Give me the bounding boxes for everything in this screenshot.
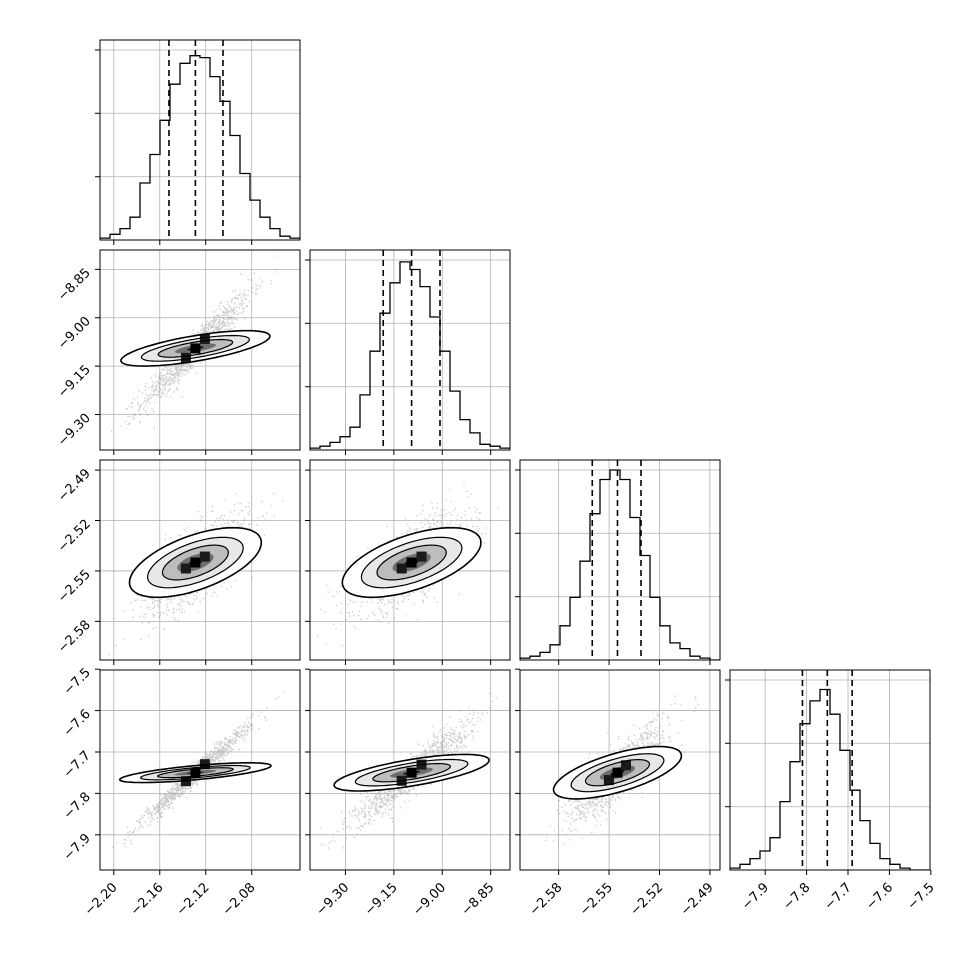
x-tick-label: −2.08 — [220, 880, 259, 919]
y-tick-label: −8.85 — [55, 266, 94, 305]
scatter-panel-1-0: −9.30 −9.15 −9.00 −8.85 — [55, 249, 301, 455]
histogram-step-0 — [100, 55, 300, 240]
hist-panel-0 — [95, 39, 301, 245]
contour-line-2 — [157, 338, 234, 358]
x-tick-label: −7.8 — [780, 880, 813, 913]
x-tick-label: −9.00 — [410, 880, 449, 919]
y-tick-label: −9.30 — [55, 411, 94, 450]
y-tick-label: −7.9 — [61, 831, 94, 864]
contour-line-0 — [118, 762, 272, 784]
y-tick-label: −7.5 — [61, 665, 94, 698]
y-tick-label: −2.58 — [55, 618, 94, 657]
scatter-panel-3-2: −2.58 −2.55 −2.52 −2.49 — [515, 668, 721, 919]
hist2d-cell — [406, 557, 417, 568]
hist2d-cell — [396, 563, 407, 574]
hist2d-cell — [180, 563, 191, 574]
panel-frame — [729, 669, 931, 871]
y-tick-label: −9.00 — [55, 314, 94, 353]
y-tick-label: −7.6 — [61, 707, 94, 740]
hist2d-cell — [621, 760, 632, 771]
hist2d-cell — [612, 767, 623, 778]
x-tick-label: −2.12 — [174, 880, 213, 919]
contour-line-2 — [156, 767, 234, 779]
panel-frame — [309, 459, 511, 661]
panel-frame — [99, 249, 301, 451]
hist-panel-2 — [515, 459, 721, 665]
panel-frame — [99, 669, 301, 871]
contour-line-2 — [161, 544, 230, 581]
density-3-2 — [544, 695, 700, 845]
scatter-panel-2-0: −2.58 −2.55 −2.52 −2.49 — [55, 459, 301, 665]
hist2d-cell — [603, 775, 614, 786]
x-tick-label: −7.9 — [739, 880, 772, 913]
y-tick-label: −7.8 — [61, 790, 94, 823]
x-tick-label: −7.6 — [863, 880, 896, 913]
contour-line-2 — [372, 763, 452, 783]
density-2-1 — [316, 482, 499, 647]
density-3-1 — [320, 692, 498, 849]
density-3-0 — [112, 691, 285, 848]
hist-panel-3: −7.9 −7.8 −7.7 −7.6 −7.5 — [725, 669, 938, 913]
y-tick-label: −2.52 — [55, 517, 94, 556]
y-tick-label: −7.7 — [61, 748, 94, 781]
panel-frame — [519, 669, 721, 871]
histogram-step-1 — [310, 261, 510, 450]
x-tick-label: −2.55 — [577, 880, 616, 919]
hist2d-cell — [199, 551, 210, 562]
x-tick-label: −9.15 — [362, 880, 401, 919]
contour-line-0 — [120, 329, 271, 367]
x-tick-label: −2.20 — [82, 880, 121, 919]
hist2d-cell — [190, 767, 201, 778]
panel-frame — [99, 459, 301, 661]
hist-panel-1 — [305, 249, 511, 455]
hist2d-cell — [190, 557, 201, 568]
contour-line-1 — [570, 753, 665, 793]
contour-line-1 — [360, 536, 463, 589]
contour-line-0 — [333, 753, 490, 792]
contour-line-1 — [146, 536, 244, 589]
contour-line-0 — [552, 745, 683, 800]
density-1-0 — [111, 255, 278, 432]
hist2d-cell — [190, 343, 201, 354]
x-tick-label: −9.30 — [314, 880, 353, 919]
y-tick-label: −2.49 — [55, 466, 94, 505]
contour-line-0 — [341, 526, 482, 599]
y-tick-label: −2.55 — [55, 567, 94, 606]
hist2d-cell — [416, 551, 427, 562]
histogram-step-3 — [730, 688, 930, 870]
contour-line-1 — [139, 764, 251, 781]
scatter-points — [544, 695, 700, 845]
hist2d-cell — [180, 352, 191, 363]
x-tick-label: −7.7 — [822, 880, 855, 913]
x-tick-label: −2.52 — [628, 880, 667, 919]
panel-frame — [519, 459, 721, 661]
histogram-step-2 — [520, 469, 720, 660]
contour-line-0 — [128, 526, 263, 599]
x-tick-label: −8.85 — [459, 880, 498, 919]
panel-frame — [99, 39, 301, 241]
panel-frame — [309, 669, 511, 871]
hist2d-cell — [406, 767, 417, 778]
x-tick-label: −2.49 — [678, 880, 717, 919]
contour-line-1 — [140, 334, 251, 362]
x-tick-label: −2.58 — [527, 880, 566, 919]
contour-line-2 — [584, 758, 651, 787]
scatter-points — [108, 493, 284, 656]
scatter-panel-2-1 — [305, 459, 511, 665]
scatter-panel-3-1: −9.30 −9.15 −9.00 −8.85 — [305, 668, 511, 919]
x-tick-label: −7.5 — [905, 880, 938, 913]
hist2d-cell — [199, 333, 210, 344]
density-2-0 — [108, 493, 284, 656]
y-tick-label: −9.15 — [55, 362, 94, 401]
x-tick-label: −2.16 — [128, 880, 167, 919]
panel-frame — [309, 249, 511, 451]
scatter-panel-3-0: −7.9 −7.8 −7.7 −7.6 −7.5 −2.20 −2.16 −2.12 −2.08 — [61, 665, 301, 919]
contour-line-1 — [354, 758, 469, 787]
contour-line-2 — [376, 544, 447, 581]
